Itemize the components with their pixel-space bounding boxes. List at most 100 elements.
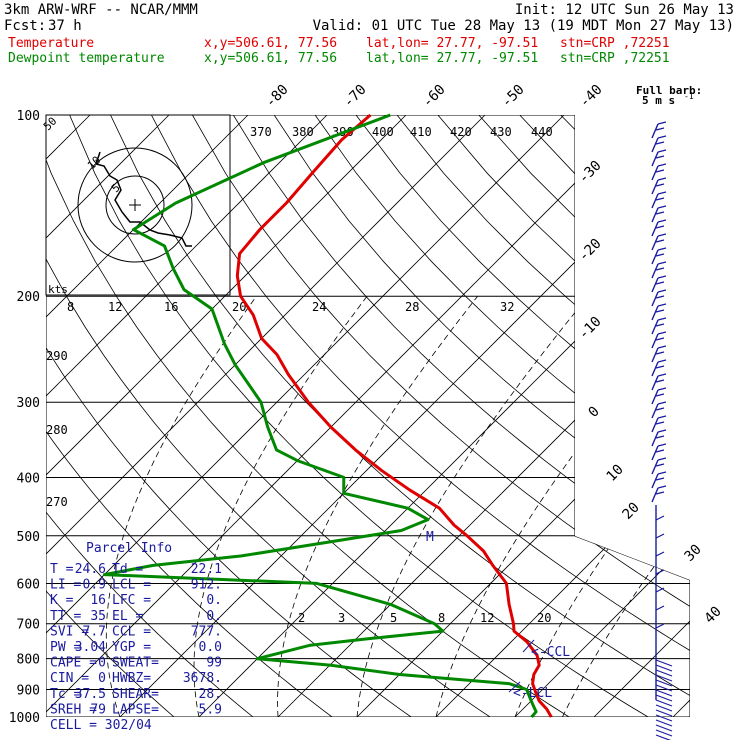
left-theta-label: 270 <box>46 495 68 509</box>
barb-staff <box>651 375 659 391</box>
isotherm <box>514 115 690 717</box>
parcel-info-cell: 37.5 <box>75 687 106 702</box>
barb-staff <box>651 151 659 167</box>
barb-flag <box>655 449 665 453</box>
dry-adiabat <box>46 115 570 717</box>
temp-legend-stn: stn=CRP ,72251 <box>560 36 670 51</box>
barb-flag <box>655 533 665 539</box>
lower-mixing-label: 8 <box>438 611 445 625</box>
barb-flag <box>655 669 673 677</box>
dry-adiabat <box>437 115 690 717</box>
mixing-label: 32 <box>500 300 514 314</box>
dry-adiabat <box>110 115 690 717</box>
hodograph-corner-label: 50 <box>41 115 60 134</box>
dry-adiabat <box>46 115 333 717</box>
parcel-info-cell: 0 <box>98 671 106 686</box>
isotherm-label: 0 <box>586 404 603 421</box>
parcel-info-cell: 777. <box>191 624 222 639</box>
dry-adiabat <box>355 115 690 717</box>
barb-staff <box>651 473 659 489</box>
mixing-label: 12 <box>108 300 122 314</box>
isotherm-label: 40 <box>702 604 725 627</box>
lower-mixing-label: 2 <box>298 611 305 625</box>
isotherm <box>198 115 690 717</box>
parcel-info-cell: T = <box>50 562 74 577</box>
isotherm <box>46 115 486 717</box>
lower-mixing-label: 12 <box>480 611 494 625</box>
parcel-info-cell: 22.1 <box>191 562 222 577</box>
moist-marker: M <box>426 530 434 545</box>
parcel-info-cell: 0.9 <box>83 578 106 593</box>
barb-staff <box>651 179 659 195</box>
barb-staff <box>651 207 659 223</box>
barb-flag <box>657 247 667 251</box>
isotherm-label: -30 <box>576 158 605 187</box>
pressure-label: 900 <box>17 683 40 698</box>
barb-flag <box>657 387 667 391</box>
parcel-info-cell: Tc = <box>50 687 81 702</box>
barb-flag <box>657 345 667 349</box>
isotherm-label: -50 <box>499 82 528 111</box>
pressure-labels: 100 200 300 400 500 600 700 800 900 1000 <box>9 109 40 726</box>
moist-adiabat <box>562 295 690 717</box>
pressure-label: 700 <box>17 618 40 633</box>
barb-staff <box>651 291 659 307</box>
barb-staff <box>651 123 659 139</box>
barb-flag <box>655 225 665 229</box>
barb-flag <box>655 393 665 397</box>
dry-adiabat <box>69 115 649 717</box>
dew-legend-name: Dewpoint temperature <box>8 51 165 66</box>
barb-flag <box>655 659 673 667</box>
theta-label: 410 <box>410 125 432 139</box>
pressure-label: 500 <box>17 530 40 545</box>
barb-flag <box>655 605 665 611</box>
barb-flag <box>657 415 667 419</box>
theta-e-labels: 370 380 390 400 410 420 430 440 <box>250 125 553 139</box>
barb-flag <box>655 183 665 187</box>
barb-flag <box>655 197 665 201</box>
pressure-label: 1000 <box>9 711 40 726</box>
dry-adiabat <box>396 115 690 717</box>
hodograph-units: kts <box>48 283 68 296</box>
barb-flag <box>655 664 673 672</box>
parcel-info-cell: EL = <box>112 609 143 624</box>
dry-adiabat <box>46 115 491 717</box>
hodograph-ring-10 <box>77 147 193 263</box>
isotherm-label: -40 <box>577 82 606 111</box>
parcel-info-cell: LCL = <box>112 578 151 593</box>
isotherm-label: -20 <box>576 236 605 265</box>
barb-flag <box>655 155 665 159</box>
isotherm-label: -60 <box>420 82 449 111</box>
temperature-profile <box>235 113 553 718</box>
parcel-info-cell: 99 <box>206 656 222 671</box>
left-theta-label: 280 <box>46 423 68 437</box>
mixing-label: 20 <box>232 300 246 314</box>
mixing-ratio-labels: 8 12 16 20 24 28 32 <box>67 300 514 314</box>
parcel-info-panel: Parcel Info T = 24.6 Td = 22.1 LI = 0.9 LCL = 9… <box>50 541 222 733</box>
barb-flag <box>655 569 665 575</box>
lcl-label: <-LCL <box>513 686 552 701</box>
barb-flag <box>657 471 667 475</box>
parcel-info-cell: LAPSE= <box>112 702 159 717</box>
barb-flag <box>655 551 665 557</box>
isotherm <box>46 115 328 717</box>
parcel-info-cell: CAPE = <box>50 656 97 671</box>
barb-flag <box>655 435 665 439</box>
barb-flag <box>657 429 667 433</box>
barb-flag <box>655 719 673 727</box>
parcel-info-cell: 912. <box>191 578 222 593</box>
parcel-info-cell: 16 <box>90 593 106 608</box>
isotherm-label: -80 <box>263 82 292 111</box>
moist-adiabat <box>435 295 690 717</box>
parcel-info-cell: SWEAT= <box>112 656 159 671</box>
barb-staff <box>651 221 659 237</box>
barb-flag <box>655 169 665 173</box>
barb-staff <box>651 487 659 503</box>
dry-adiabat <box>273 115 690 717</box>
dry-adiabat <box>192 115 690 717</box>
dry-adiabat <box>46 115 412 717</box>
barb-flag <box>657 359 667 363</box>
parcel-info-cell: 0. <box>206 593 222 608</box>
temp-legend-name: Temperature <box>8 36 94 51</box>
ccl-label: <-CCL <box>531 645 570 660</box>
